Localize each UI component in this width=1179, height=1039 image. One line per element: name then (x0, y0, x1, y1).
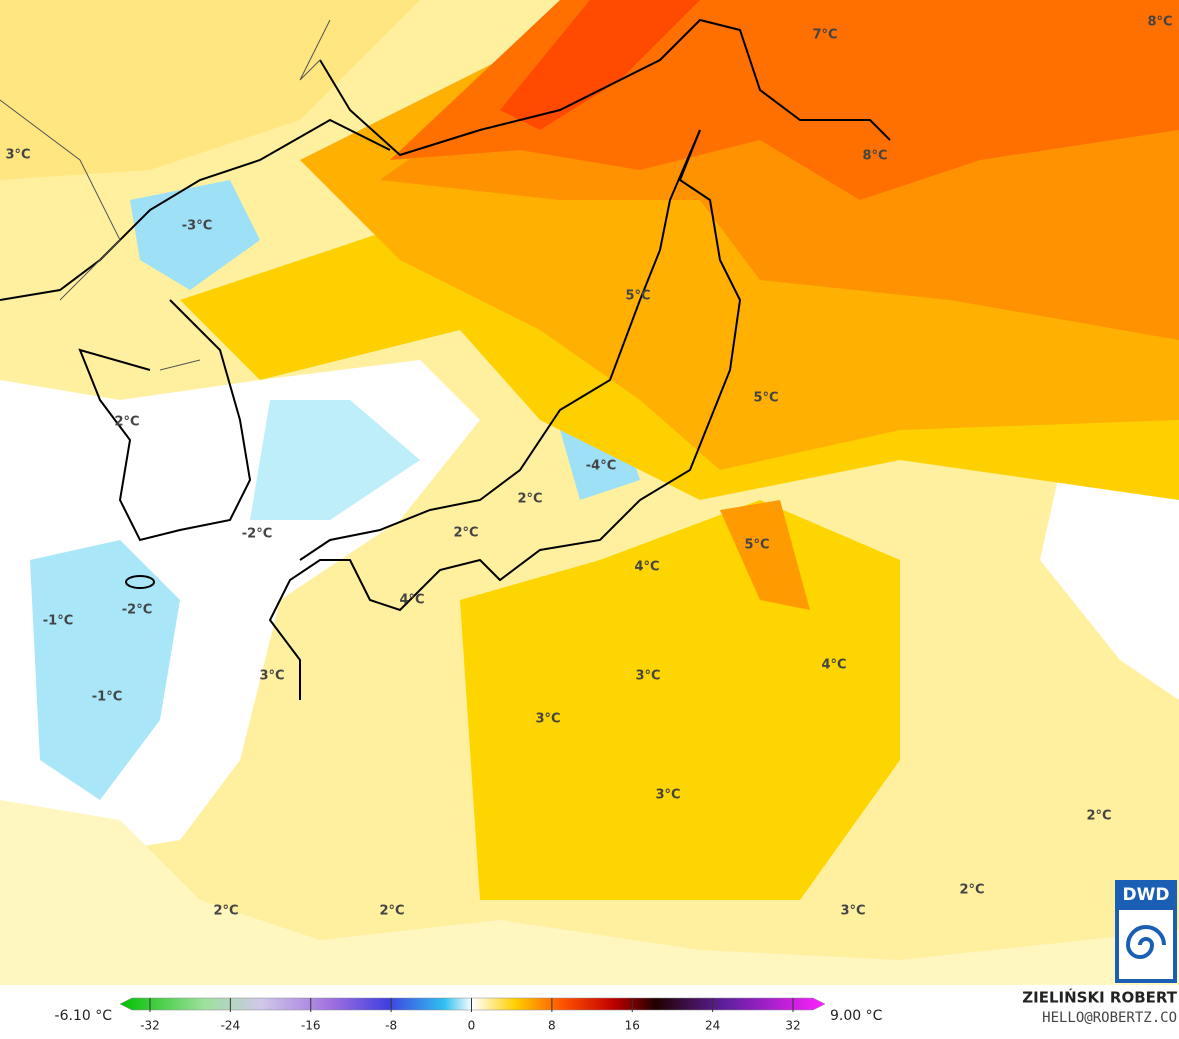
temperature-label: -1°C (43, 614, 73, 629)
colorbar-tick-label: -16 (301, 1019, 321, 1033)
temperature-label: 2°C (213, 904, 238, 919)
temperature-label: 5°C (744, 538, 769, 553)
temperature-label: 2°C (1086, 809, 1111, 824)
field-zone (30, 540, 180, 800)
colorbar-min: -6.10 °C (55, 1008, 113, 1024)
temperature-label: -2°C (122, 603, 152, 618)
colorbar-bar (119, 997, 826, 1011)
temperature-label: 4°C (634, 560, 659, 575)
temperature-label: 7°C (812, 28, 837, 43)
logo-swirl (1125, 925, 1166, 959)
temperature-label: 2°C (379, 904, 404, 919)
colorbar-tick-label: 32 (785, 1019, 800, 1033)
logo-text: DWD (1123, 885, 1170, 905)
dwd-logo: DWD (1115, 880, 1177, 983)
coastline (319, 18, 891, 157)
temperature-label: 2°C (959, 883, 984, 898)
field-zone (0, 0, 420, 180)
coastline (0, 118, 391, 301)
author: ZIELIŃSKI ROBERT (1022, 988, 1177, 1007)
field-zone (720, 500, 810, 610)
coastline (299, 129, 701, 561)
border (0, 19, 331, 371)
temperature-label: 8°C (862, 149, 887, 164)
colorbar-tick-label: -32 (140, 1019, 160, 1033)
temperature-label: 3°C (840, 904, 865, 919)
temperature-label: 3°C (655, 788, 680, 803)
coastline (268, 129, 742, 700)
colorbar: -6.10 °C 9.00 °C -32 -24 -16 -8 0 8 16 24 32 (55, 997, 883, 1033)
temperature-label: 3°C (5, 148, 30, 163)
temperature-labels: 7°C 8°C 3°C 8°C -3°C 5°C 5°C 2°C -4°C 2°C 2°C -2°C 5… (5, 15, 1172, 919)
coastline (78, 299, 252, 542)
temperature-label: 3°C (259, 669, 284, 684)
colorbar-tick-label: 0 (468, 1019, 476, 1033)
field-zone (130, 180, 260, 290)
temperature-label: 3°C (635, 669, 660, 684)
colorbar-tick-label: 24 (705, 1019, 720, 1033)
temperature-label: -2°C (242, 527, 272, 542)
temperature-label: 5°C (625, 289, 650, 304)
temperature-label: 4°C (399, 593, 424, 608)
colorbar-tick-label: -24 (221, 1019, 241, 1033)
colorbar-tick-label: 16 (625, 1019, 640, 1033)
temperature-label: 3°C (535, 712, 560, 727)
temperature-label: 2°C (114, 415, 139, 430)
colorbar-tick-label: -8 (385, 1019, 397, 1033)
temperature-label: 2°C (453, 526, 478, 541)
temperature-label: -1°C (92, 690, 122, 705)
temperature-label: -4°C (586, 459, 616, 474)
island (125, 575, 155, 589)
colorbar-max: 9.00 °C (830, 1008, 883, 1024)
temperature-label: 2°C (517, 492, 542, 507)
field-zone (0, 800, 1179, 985)
temperature-label: -3°C (182, 219, 212, 234)
field-zone (1040, 440, 1179, 700)
field-zone (250, 400, 420, 520)
map (0, 0, 1179, 985)
temperature-label: 4°C (821, 658, 846, 673)
field-zone (500, 0, 700, 130)
temperature-label: 8°C (1147, 15, 1172, 30)
contact: HELLO@ROBERTZ.CO (1042, 1010, 1177, 1026)
temperature-label: 5°C (753, 391, 778, 406)
colorbar-tick-label: 8 (548, 1019, 556, 1033)
